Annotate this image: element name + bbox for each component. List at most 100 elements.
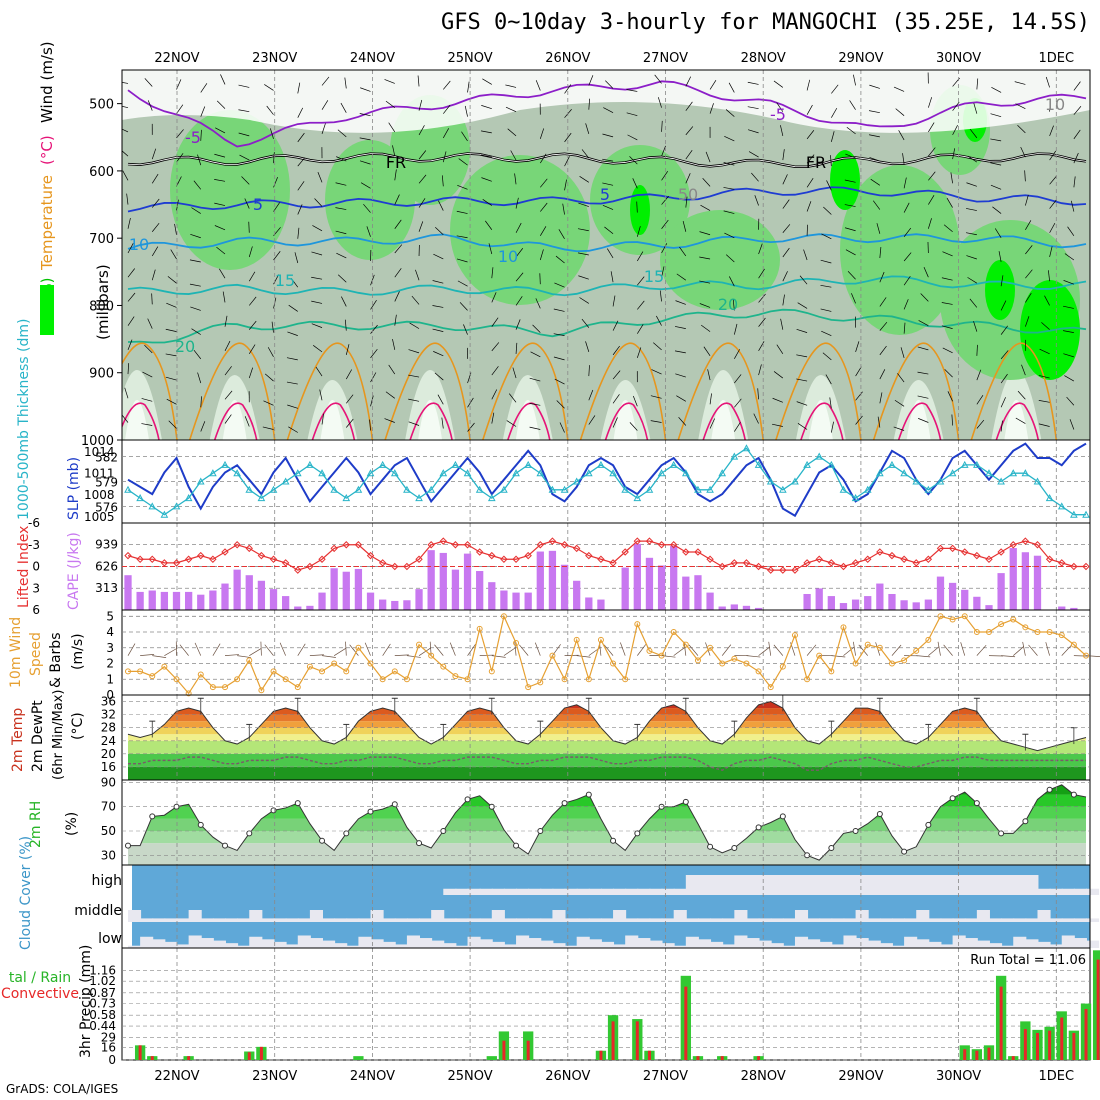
wind-barb [385,100,395,108]
wind-barb [529,426,541,430]
rh-marker [876,811,883,817]
wind-speed-line [128,614,1087,695]
cloud-mid-cell [588,918,602,922]
cloud-low-cell [479,939,493,948]
cape-bar [451,569,460,610]
wind-barb [588,415,596,425]
cloud-mid-cell [358,918,372,922]
wind-barb [991,86,1002,93]
y-tick-label: 20 [101,747,116,761]
cloud-low-cell [200,938,214,948]
thickness-marker [281,477,290,485]
wind-barb [702,177,711,187]
wind-speed-marker [622,676,629,683]
rh-marker [1070,791,1077,798]
cloud-mid-cell [516,918,530,922]
precip-total-bar [1092,950,1100,1060]
day-label-bottom: 1DEC [1039,1069,1075,1084]
wind-barb [758,341,765,352]
wind-speed-marker [998,621,1005,628]
wind-barb [370,324,378,334]
y-tick-label: 32 [101,708,116,722]
wind-speed-marker [743,660,750,667]
wind-barb [214,225,226,231]
y-tick-label: 0.58 [89,1008,116,1022]
cloud-high-cell [479,888,493,895]
cape-bar [645,557,654,610]
wind-barb [855,366,862,377]
li-marker [669,541,678,549]
thickness-marker [839,485,848,493]
wind-barb [151,198,160,208]
cloud-low-cell [600,941,615,948]
rh-marker [270,807,277,814]
wind-barb [1049,246,1053,258]
cloud-low-cell [443,943,457,948]
cloud-high-cell [600,888,615,895]
li-marker [415,555,423,563]
thickness-marker [548,485,557,493]
cape-bar [936,576,945,610]
cloud-high-cell [467,888,481,895]
wind-barb [879,246,882,259]
wind-barb [821,330,832,336]
wind-barb [321,76,330,86]
cloud-mid-cell [867,918,881,922]
wind-barb [1038,400,1050,403]
wind-barb [1025,316,1030,327]
li-marker [839,562,848,571]
wind-barb [514,173,517,185]
wind-barb [588,98,590,110]
cape-bar [682,576,690,610]
wind-barb [515,248,524,258]
precip-y-label: 3hr Precip (mm) [78,945,94,1058]
y-axis-label: & Barbs [48,633,64,689]
cloud-mid-cell [673,910,687,922]
wind-barb-10m [1061,645,1072,656]
wind-barb [994,228,1002,238]
rh-band [128,806,1086,819]
wind-barb [344,319,347,331]
cloud-high-cell [843,875,857,895]
wind-barb [345,344,350,355]
cloud-mid-cell [988,918,1003,922]
cloud-low-cell [916,939,930,948]
wind-barb [294,252,299,264]
wind-speed-marker [864,641,871,648]
wind-barb [197,154,202,166]
cloud-mid-cell [225,918,239,922]
wind-barb [952,101,960,111]
thickness-marker [572,477,581,485]
wind-barb [966,208,977,211]
cloud-mid-cell [491,910,505,922]
precip-convective-bar [247,1052,251,1060]
wind-speed-marker [610,660,617,667]
dewpoint-line [128,756,1086,771]
wind-barb [612,394,620,404]
cloud-mid-cell [843,918,857,922]
li-marker [475,548,484,556]
wind-barb [224,390,233,400]
wind-barb [612,417,618,428]
wind-barb [458,158,468,166]
wind-barb [678,416,687,426]
wind-barb [288,304,298,312]
wind-barb [457,280,468,287]
wind-barb [950,172,953,184]
wind-barb-10m [853,641,856,656]
minmax-y-label: (6hr Min/Max) [51,690,66,780]
wind-barb [1025,220,1032,230]
cloud-mid-cell [758,918,772,922]
rh-marker [610,837,617,844]
wind-barb [579,176,590,183]
thickness-marker [184,494,193,502]
wind-barb [553,356,565,361]
wind-barb [676,395,687,402]
wind-barb [193,349,202,360]
wind-barb [585,341,590,352]
rh-marker [367,808,374,815]
day-label-top: 28NOV [741,51,786,66]
wind-barb-10m [345,641,347,656]
wind-speed-marker [428,652,435,659]
